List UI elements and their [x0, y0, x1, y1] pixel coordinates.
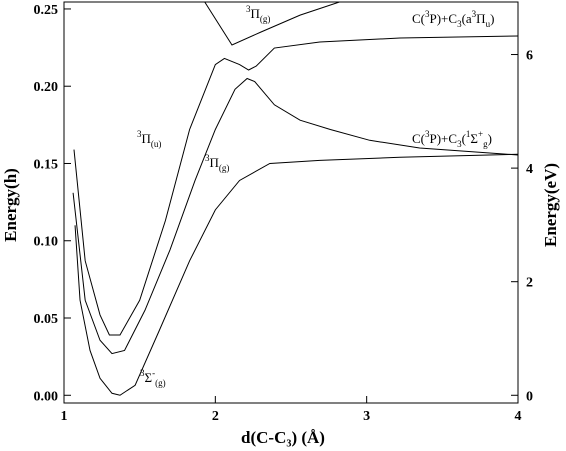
- plot-frame: [63, 1, 519, 404]
- label-part: C(: [412, 11, 425, 26]
- y2-tick-label: 6: [526, 49, 533, 64]
- label-part: g: [483, 139, 488, 149]
- y-tick-label: 0.20: [34, 80, 59, 95]
- label-part: (u): [151, 139, 162, 149]
- label-part: ): [490, 11, 494, 26]
- label-part: -: [152, 368, 155, 378]
- label-part: u: [486, 19, 491, 29]
- y-axis-label: Energy(h): [1, 168, 20, 242]
- curve-label: 3Σ-(g): [140, 368, 166, 388]
- x-tick-label: 4: [515, 409, 522, 424]
- y2-tick-label: 2: [526, 276, 533, 291]
- label-part: 3: [472, 9, 477, 19]
- label-part: Π: [142, 131, 151, 146]
- label-part: 3: [425, 129, 430, 139]
- label-part: Π: [476, 11, 485, 26]
- x-tick-label: 1: [61, 409, 68, 424]
- label-part: Σ: [145, 370, 153, 385]
- label-part: 3: [425, 9, 430, 19]
- label-part: 3: [205, 153, 210, 163]
- y2-axis-label: Energy(eV): [541, 163, 560, 247]
- curve: [204, 2, 340, 46]
- label-part: (g): [260, 14, 271, 24]
- y-tick-label: 0.25: [34, 3, 59, 18]
- curve-label: C(3P)+C3(1Σ+g): [412, 129, 492, 149]
- curve: [73, 35, 518, 336]
- y-tick-label: 0.15: [34, 157, 59, 172]
- curve-label: C(3P)+C3(a3Πu): [412, 9, 494, 29]
- label-part: (g): [155, 378, 166, 388]
- label-part: Π: [210, 155, 219, 170]
- curve-label: 3Π(u): [137, 129, 161, 149]
- y2-tick-label: 0: [526, 389, 533, 404]
- label-part: (a: [462, 11, 472, 26]
- label-part: ): [488, 131, 492, 146]
- label-part: Σ: [470, 131, 478, 146]
- x-axis-label: d(C-C₃) (Å): [241, 428, 325, 447]
- y-tick-label: 0.00: [34, 389, 59, 404]
- curve-label: 3Π(g): [205, 153, 229, 173]
- label-part: 1: [466, 129, 471, 139]
- label-part: (g): [219, 163, 230, 173]
- label-part: 3: [457, 139, 462, 149]
- label-part: +: [478, 129, 483, 139]
- label-part: P)+C: [430, 11, 458, 26]
- label-part: 3: [457, 19, 462, 29]
- label-part: P)+C: [430, 131, 458, 146]
- x-tick-label: 3: [363, 409, 370, 424]
- label-part: 3: [137, 129, 142, 139]
- label-part: 3: [140, 368, 145, 378]
- curve-label: 3Π(g): [246, 4, 270, 24]
- curve: [74, 153, 518, 396]
- y2-tick-label: 4: [526, 162, 533, 177]
- curve: [72, 77, 518, 355]
- label-part: C(: [412, 131, 425, 146]
- label-part: 3: [246, 4, 251, 14]
- y-tick-label: 0.05: [34, 312, 59, 327]
- y-tick-label: 0.10: [34, 235, 59, 250]
- x-tick-label: 2: [212, 409, 219, 424]
- label-part: Π: [251, 6, 260, 21]
- label-part: (: [462, 131, 466, 146]
